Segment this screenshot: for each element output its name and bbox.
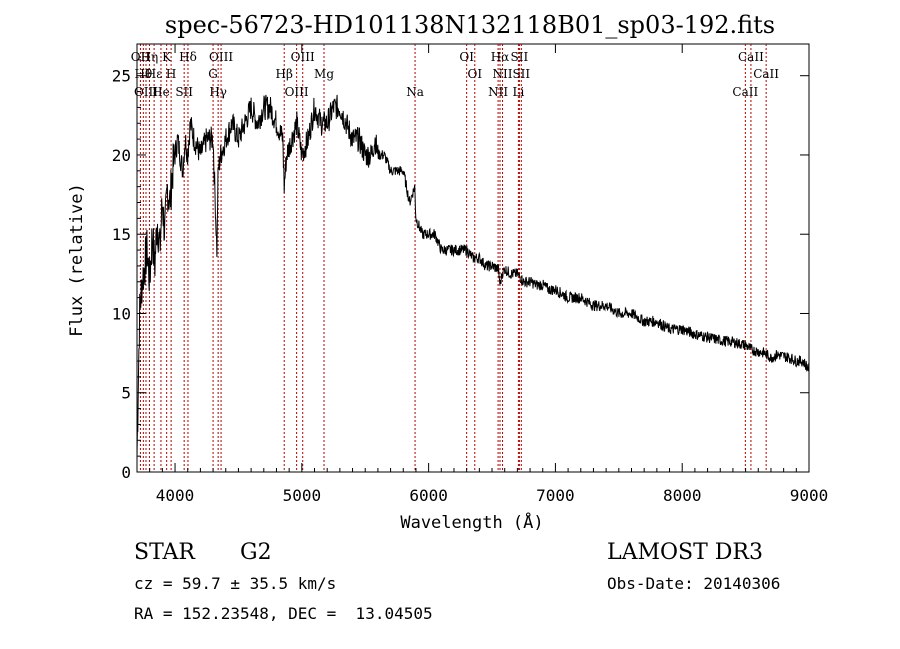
emission-line-label: SII <box>175 85 193 99</box>
emission-line-label: H <box>166 67 176 81</box>
x-tick-label: 8000 <box>663 486 702 505</box>
x-tick-label: 6000 <box>409 486 448 505</box>
emission-line-label: Hα <box>491 50 510 64</box>
emission-line-label: Hβ <box>276 67 293 81</box>
x-tick-label: 7000 <box>536 486 575 505</box>
emission-line-label: SII <box>511 50 529 64</box>
emission-line-label: SII <box>512 67 530 81</box>
emission-line-label: Mg <box>314 67 334 81</box>
emission-line-label: Hθ <box>134 67 152 81</box>
emission-line-label: OII <box>131 50 151 64</box>
spectral-subclass: G2 <box>240 540 272 565</box>
chart-title: spec-56723-HD101138N132118B01_sp03-192.f… <box>165 11 775 39</box>
emission-line-label: Hδ <box>179 50 197 64</box>
redshift-velocity: cz = 59.7 ± 35.5 km/s <box>134 574 337 593</box>
plot-frame <box>136 43 810 473</box>
x-tick-label: 9000 <box>790 486 829 505</box>
y-axis-label: Flux (relative) <box>67 183 87 337</box>
emission-line-label: CaII <box>732 85 758 99</box>
emission-line-label: OI <box>459 50 474 64</box>
emission-line-label: G <box>208 67 218 81</box>
coordinates: RA = 152.23548, DEC = 13.04505 <box>134 604 433 623</box>
emission-line-label: Hη <box>141 50 159 64</box>
y-tick-label: 20 <box>112 146 131 165</box>
emission-line-labels: OII Hθ OIII Hη Hε He KH SII Hδ G Hγ OIII Hβ OIII OIII M… <box>131 50 780 99</box>
object-type: STAR <box>134 540 195 565</box>
emission-line-label: OIII <box>209 50 233 64</box>
y-tick-label: 25 <box>112 67 131 86</box>
emission-line-label: CaII <box>753 67 779 81</box>
x-axis-ticks: 4000 5000 6000 7000 8000 9000 <box>136 44 829 505</box>
survey-name: LAMOST DR3 <box>607 540 763 565</box>
emission-line-label: NII <box>488 85 508 99</box>
emission-line-label: OIII <box>285 85 309 99</box>
y-tick-label: 0 <box>121 463 131 482</box>
emission-line-label: He <box>152 85 170 99</box>
emission-line-label: OIII <box>291 50 315 64</box>
emission-line-label: NII <box>493 67 513 81</box>
emission-line-label: K <box>162 50 172 64</box>
spectrum-line <box>136 94 810 457</box>
y-tick-label: 15 <box>112 225 131 244</box>
emission-line-label: Hε <box>146 67 163 81</box>
x-tick-label: 5000 <box>283 486 322 505</box>
emission-line-label: Hγ <box>209 85 227 99</box>
y-tick-label: 10 <box>112 304 131 323</box>
x-axis-label: Wavelength (Å) <box>400 511 543 533</box>
y-tick-label: 5 <box>121 384 131 403</box>
y-axis-ticks: 0 5 10 15 20 25 <box>112 43 809 482</box>
emission-line-label: Li <box>512 85 524 99</box>
observation-date: Obs-Date: 20140306 <box>607 574 781 593</box>
emission-line-label: CaII <box>738 50 764 64</box>
emission-line-label: Na <box>406 85 424 99</box>
emission-line-label: OIII <box>134 85 158 99</box>
x-tick-label: 4000 <box>156 486 195 505</box>
emission-line-label: OI <box>467 67 482 81</box>
emission-line-markers <box>139 44 767 472</box>
